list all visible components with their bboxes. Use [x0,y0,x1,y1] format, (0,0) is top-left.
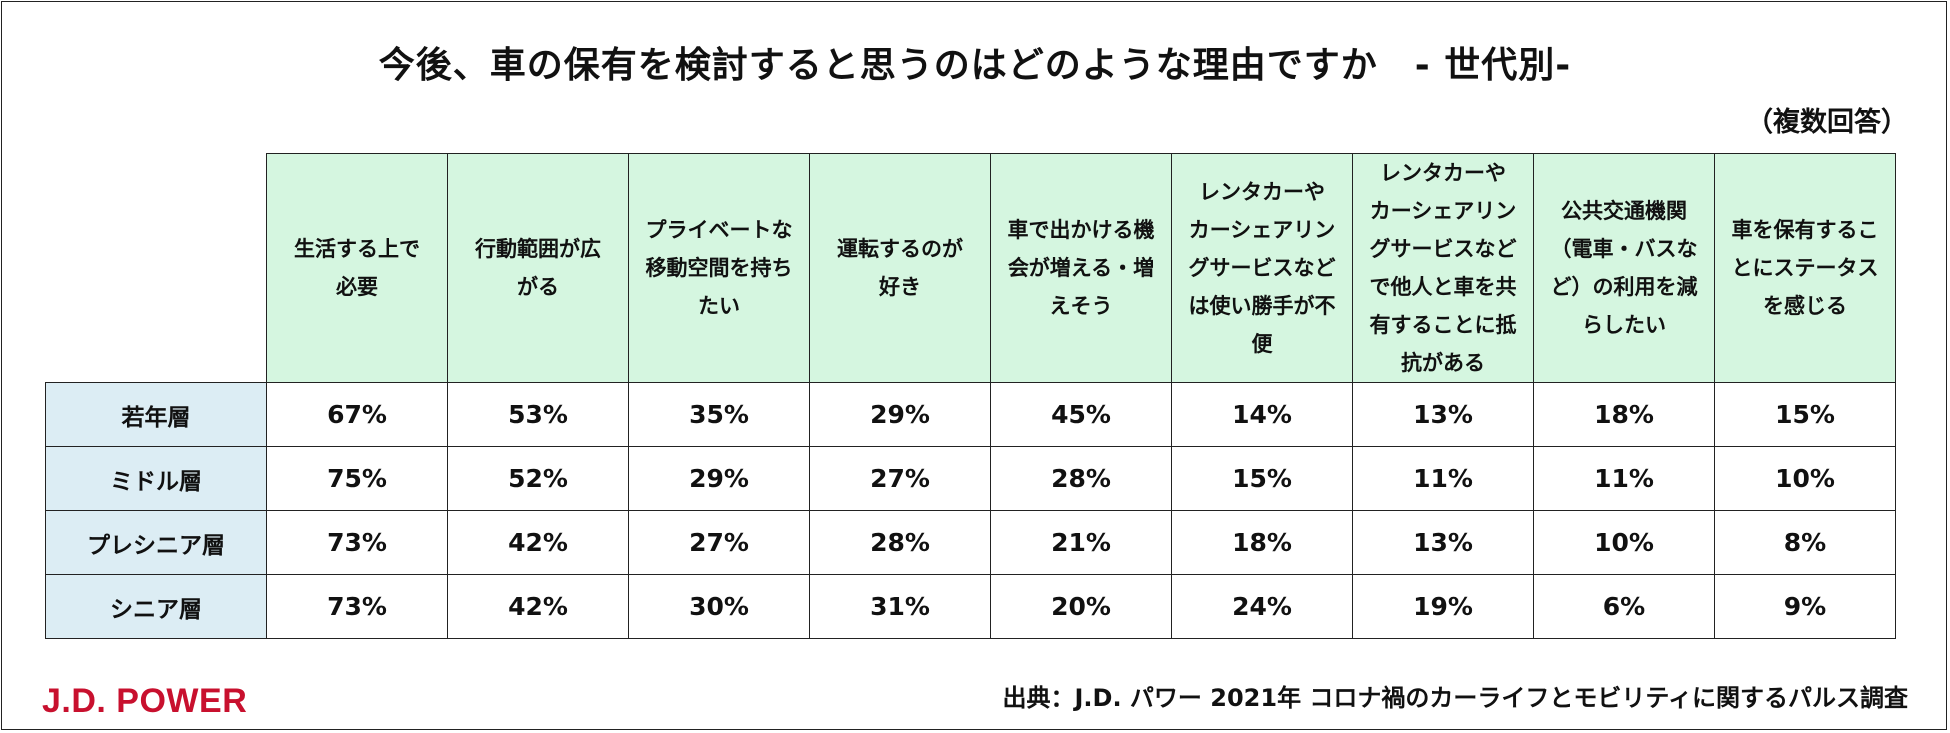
column-header: 行動範囲が広 がる [447,153,629,383]
table-cell: 18% [1533,382,1715,447]
table-cell: 20% [990,574,1172,639]
table-cell: 45% [990,382,1172,447]
table-row: プレシニア層 73% 42% 27% 28% 21% 18% 13% 10% 8… [45,510,1896,575]
table-row: 若年層 67% 53% 35% 29% 45% 14% 13% 18% 15% [45,382,1896,447]
table-cell: 28% [990,446,1172,511]
column-header: 生活する上で 必要 [266,153,448,383]
table-cell: 35% [628,382,810,447]
table-cell: 13% [1352,382,1534,447]
table-cell: 42% [447,574,629,639]
table-cell: 21% [990,510,1172,575]
row-header: プレシニア層 [45,510,267,575]
table-cell: 10% [1714,446,1896,511]
table-cell: 27% [628,510,810,575]
header-row: 生活する上で 必要 行動範囲が広 がる プライベートな 移動空間を持ち たい 運転するの… [46,153,1896,383]
column-header: プライベートな 移動空間を持ち たい [628,153,810,383]
chart-title: 今後、車の保有を検討すると思うのはどのような理由ですか - 世代別- [378,45,1572,86]
table-cell: 30% [628,574,810,639]
table-cell: 13% [1352,510,1534,575]
column-header: レンタカーや カーシェアリン グサービスなど で他人と車を共 有することに抵 抗がある [1352,153,1534,383]
table-cell: 29% [628,446,810,511]
table-cell: 24% [1171,574,1353,639]
table-cell: 75% [266,446,448,511]
column-header: レンタカーや カーシェアリン グサービスなど は使い勝手が不便 [1171,153,1353,383]
source-note: 出典：J.D. パワー 2021年 コロナ禍のカーライフとモビリティに関するパル… [1002,684,1908,712]
table-cell: 28% [809,510,991,575]
table-cell: 67% [266,382,448,447]
table-cell: 14% [1171,382,1353,447]
row-header: ミドル層 [45,446,267,511]
table-cell: 6% [1533,574,1715,639]
table-cell: 15% [1171,446,1353,511]
table-cell: 31% [809,574,991,639]
row-header: シニア層 [45,574,267,639]
table-cell: 52% [447,446,629,511]
table-cell: 27% [809,446,991,511]
corner-cell [46,154,267,383]
table-cell: 73% [266,510,448,575]
table-cell: 73% [266,574,448,639]
column-header: 運転するのが 好き [809,153,991,383]
table-cell: 11% [1352,446,1534,511]
column-header: 車で出かける機 会が増える・増 えそう [990,153,1172,383]
table-cell: 19% [1352,574,1534,639]
table-row: シニア層 73% 42% 30% 31% 20% 24% 19% 6% 9% [45,574,1896,639]
table-cell: 53% [447,382,629,447]
table-cell: 15% [1714,382,1896,447]
survey-table: 生活する上で 必要 行動範囲が広 がる プライベートな 移動空間を持ち たい 運転するの… [45,153,1896,639]
multiple-answer-note: （複数回答） [1746,107,1908,138]
column-header: 公共交通機関 （電車・バスな ど）の利用を減 らしたい [1533,153,1715,383]
table-cell: 42% [447,510,629,575]
column-header: 車を保有するこ とにステータス を感じる [1714,153,1896,383]
table-cell: 10% [1533,510,1715,575]
row-header: 若年層 [45,382,267,447]
table-cell: 11% [1533,446,1715,511]
table-cell: 8% [1714,510,1896,575]
table-cell: 9% [1714,574,1896,639]
jd-power-logo: J.D. POWER [42,682,248,720]
table-row: ミドル層 75% 52% 29% 27% 28% 15% 11% 11% 10% [45,446,1896,511]
table-cell: 18% [1171,510,1353,575]
table-cell: 29% [809,382,991,447]
